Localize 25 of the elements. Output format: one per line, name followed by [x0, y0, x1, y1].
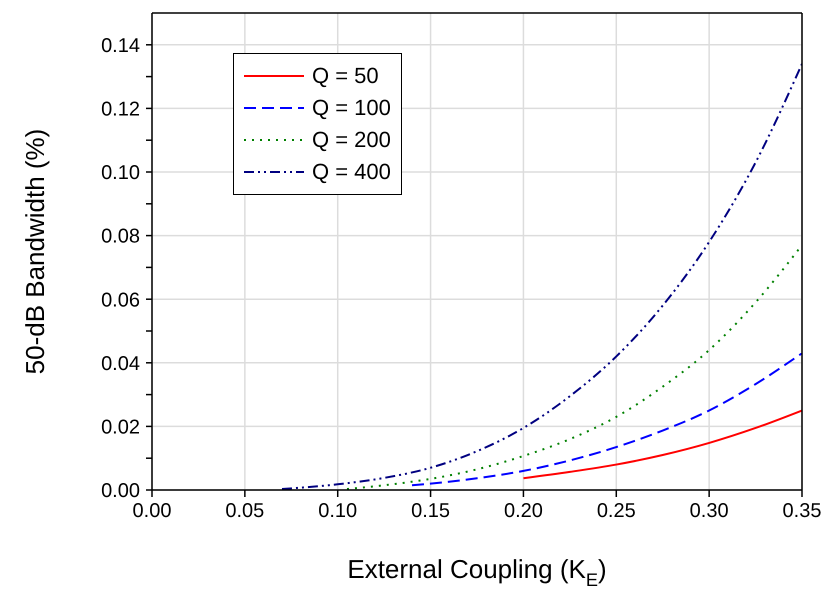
x-axis-title: External Coupling (K$_{E}$) [347, 554, 607, 590]
x-tick-label: 0.10 [318, 500, 358, 522]
legend-label: Q = 400 [312, 159, 391, 185]
x-tick-label: 0.30 [690, 500, 729, 522]
y-tick-label: 0.04 [101, 352, 140, 375]
x-tick-label: 0.05 [225, 500, 264, 522]
x-tick-label: 0.20 [504, 500, 543, 522]
legend-label: Q = 100 [312, 95, 391, 121]
line-series [281, 62, 802, 490]
y-tick-label: 0.06 [101, 289, 140, 312]
y-tick-label: 0.14 [101, 34, 140, 57]
x-tick-label: 0.00 [132, 500, 172, 522]
y-tick-label: 0.12 [101, 98, 140, 120]
y-axis-title: 50-dB Bandwidth (%) [20, 128, 50, 374]
y-tick-label: 0.08 [101, 226, 140, 248]
y-tick-label: 0.00 [101, 480, 140, 502]
line-series [522, 410, 802, 480]
x-tick-label: 0.35 [782, 500, 822, 522]
x-tick-label: 0.25 [596, 500, 636, 522]
legend-label: Q = 200 [312, 127, 391, 153]
x-tick-label: 0.15 [411, 500, 450, 522]
y-tick-label: 0.02 [101, 416, 140, 438]
line-series [411, 352, 802, 486]
y-tick-label: 0.10 [101, 162, 140, 184]
legend-label: Q = 50 [312, 63, 379, 89]
